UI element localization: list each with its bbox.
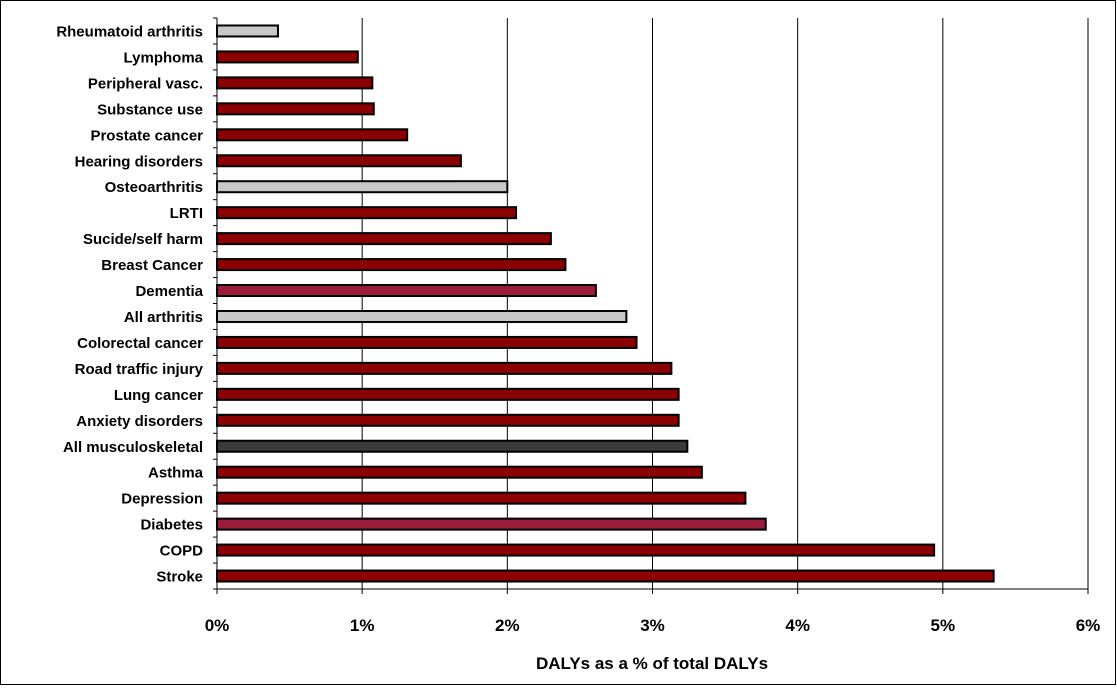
- bar: [216, 309, 628, 323]
- category-label: Hearing disorders: [75, 153, 203, 170]
- category-label: Rheumatoid arthritis: [56, 23, 203, 40]
- bar: [216, 413, 680, 427]
- category-label: Lung cancer: [114, 387, 203, 404]
- category-label: LRTI: [170, 205, 203, 222]
- bar: [216, 128, 409, 142]
- bar: [216, 491, 747, 505]
- bar: [216, 517, 767, 531]
- bar: [216, 206, 518, 220]
- bar: [216, 258, 567, 272]
- x-tick-label: 1%: [350, 616, 375, 635]
- bar: [216, 284, 597, 298]
- x-axis-title: DALYs as a % of total DALYs: [536, 654, 768, 673]
- category-label: Breast Cancer: [101, 257, 203, 274]
- bar: [216, 76, 374, 90]
- category-label: Anxiety disorders: [76, 413, 203, 430]
- category-label: Asthma: [148, 465, 204, 482]
- bar: [216, 335, 638, 349]
- bar: [216, 543, 936, 557]
- bar: [216, 232, 552, 246]
- bar: [216, 439, 689, 453]
- x-tick-label: 3%: [640, 616, 665, 635]
- bar: [216, 50, 359, 64]
- category-label: Sucide/self harm: [83, 231, 203, 248]
- category-label: All arthritis: [124, 309, 203, 326]
- bar: [216, 180, 509, 194]
- bar: [216, 465, 703, 479]
- x-tick-labels: 0% 1% 2% 3% 4% 5% 6%: [205, 616, 1101, 635]
- category-label: Dementia: [135, 283, 203, 300]
- bar: [216, 361, 673, 375]
- x-tick-label: 0%: [205, 616, 230, 635]
- category-label: COPD: [160, 543, 204, 560]
- category-label: Prostate cancer: [90, 127, 203, 144]
- category-label: Osteoarthritis: [105, 179, 203, 196]
- x-tick-label: 2%: [495, 616, 520, 635]
- bar: [216, 154, 462, 168]
- category-label: Diabetes: [140, 517, 203, 534]
- category-label: Road traffic injury: [75, 361, 204, 378]
- bar: [216, 569, 995, 583]
- axes: [213, 17, 1089, 594]
- x-tick-label: 4%: [785, 616, 810, 635]
- category-label: Lymphoma: [124, 49, 204, 66]
- x-tick-label: 6%: [1076, 616, 1101, 635]
- category-label: Colorectal cancer: [77, 335, 203, 352]
- category-labels: Rheumatoid arthritis Lymphoma Peripheral v…: [56, 23, 203, 585]
- category-label: Peripheral vasc.: [88, 75, 203, 92]
- x-tick-label: 5%: [931, 616, 956, 635]
- category-label: All musculoskeletal: [63, 439, 203, 456]
- bar: [216, 24, 279, 38]
- bar: [216, 387, 680, 401]
- bar: [216, 102, 375, 116]
- category-label: Substance use: [97, 101, 203, 118]
- category-label: Stroke: [156, 569, 203, 586]
- category-label: Depression: [121, 491, 203, 508]
